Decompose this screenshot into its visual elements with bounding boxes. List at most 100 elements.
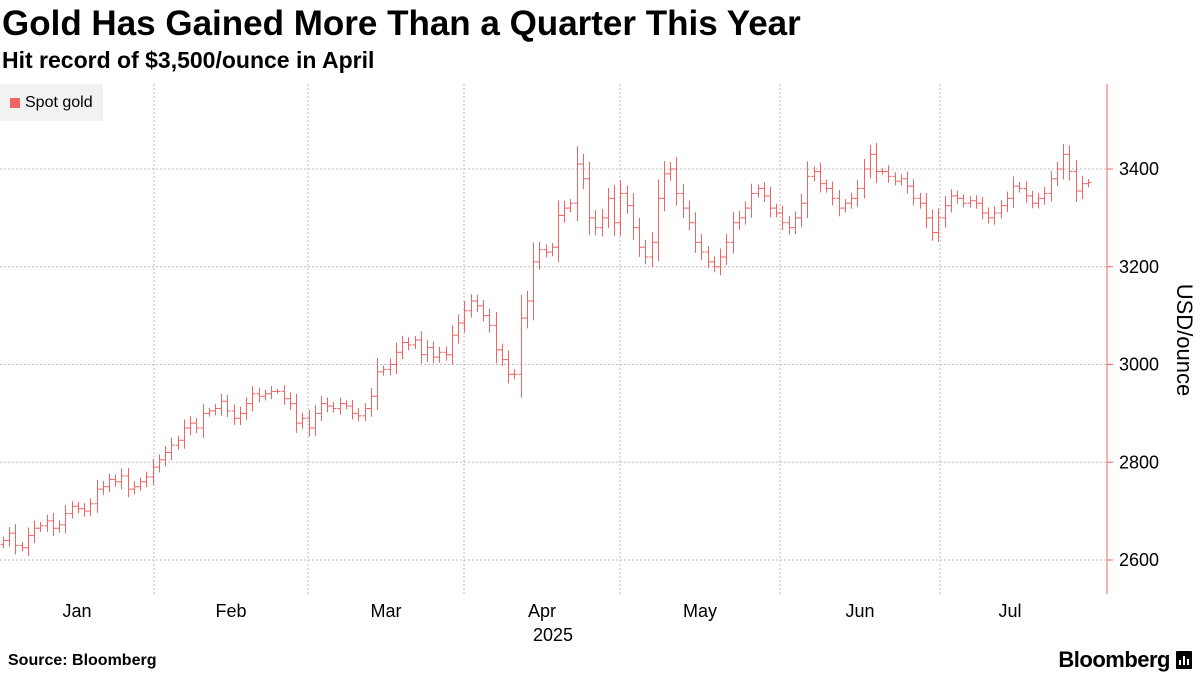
ohlc-bar bbox=[405, 337, 412, 351]
ohlc-bar bbox=[1016, 182, 1023, 193]
source-note: Source: Bloomberg bbox=[8, 652, 157, 669]
ohlc-bar bbox=[493, 311, 500, 364]
ohlc-bar bbox=[692, 212, 699, 253]
ohlc-bar bbox=[281, 385, 288, 405]
ohlc-bar bbox=[106, 473, 113, 493]
x-axis: Jan Feb Mar Apr May Jun Jul 2025 bbox=[62, 601, 1021, 645]
ohlc-bar bbox=[661, 160, 668, 212]
ohlc-bar bbox=[368, 388, 375, 417]
ohlc-bar bbox=[867, 144, 874, 179]
ohlc-bar bbox=[486, 308, 493, 333]
ohlc-bar bbox=[649, 232, 656, 268]
brand-logo: Bloomberg bbox=[1058, 647, 1192, 673]
ohlc-bar bbox=[468, 294, 475, 318]
ohlc-bar bbox=[923, 192, 930, 229]
ohlc-bar bbox=[100, 480, 107, 495]
ohlc-bar bbox=[6, 526, 13, 547]
legend-swatch bbox=[10, 97, 20, 108]
ohlc-bar bbox=[786, 216, 793, 235]
ohlc-bar bbox=[443, 346, 450, 361]
ohlc-bar bbox=[1073, 160, 1080, 203]
month-label: Jun bbox=[845, 601, 874, 621]
ohlc-bar bbox=[293, 393, 300, 433]
ohlc-bar bbox=[967, 196, 974, 208]
ohlc-bar bbox=[237, 406, 244, 426]
ohlc-bar bbox=[1085, 179, 1092, 188]
ohlc-bar bbox=[187, 416, 194, 436]
ohlc-bar bbox=[430, 341, 437, 364]
ohlc-bar bbox=[543, 244, 550, 258]
ohlc-bar bbox=[879, 168, 886, 175]
ohlc-bar bbox=[387, 358, 394, 376]
ohlc-bar bbox=[580, 153, 587, 190]
ohlc-bar bbox=[399, 335, 406, 360]
ohlc-bar bbox=[667, 161, 674, 181]
ohlc-bar bbox=[917, 192, 924, 209]
y-tick-label: 3400 bbox=[1119, 159, 1159, 179]
ohlc-bar bbox=[162, 446, 169, 467]
ohlc-bar bbox=[118, 468, 125, 490]
bloomberg-logo-icon bbox=[1176, 651, 1192, 669]
ohlc-bar bbox=[337, 397, 344, 415]
ohlc-bar bbox=[37, 521, 44, 533]
ohlc-bar bbox=[436, 346, 443, 363]
ohlc-bar bbox=[274, 389, 281, 394]
ohlc-bar bbox=[150, 458, 157, 486]
ohlc-bar bbox=[524, 290, 531, 329]
ohlc-bar bbox=[181, 419, 188, 449]
ohlc-bar bbox=[324, 397, 331, 413]
ohlc-bar bbox=[991, 206, 998, 225]
month-label: Jul bbox=[998, 601, 1021, 621]
ohlc-bar bbox=[873, 142, 880, 183]
ohlc-bar bbox=[355, 407, 362, 422]
ohlc-bar bbox=[636, 217, 643, 257]
ohlc-bar bbox=[742, 201, 749, 225]
ohlc-bar bbox=[755, 184, 762, 198]
ohlc-bar bbox=[711, 256, 718, 273]
ohlc-bar bbox=[586, 161, 593, 235]
ohlc-bar bbox=[817, 162, 824, 193]
ohlc-bar bbox=[393, 342, 400, 375]
ohlc-bar bbox=[455, 314, 462, 344]
ohlc-bar bbox=[256, 387, 263, 403]
ohlc-bar bbox=[773, 203, 780, 218]
ohlc-bar bbox=[75, 501, 82, 514]
ohlc-bar bbox=[499, 343, 506, 366]
ohlc-bar bbox=[12, 524, 19, 555]
ohlc-bar bbox=[306, 409, 313, 437]
ohlc-bar bbox=[137, 477, 144, 491]
ohlc-bar bbox=[599, 209, 606, 237]
ohlc-bar bbox=[1048, 170, 1055, 202]
ohlc-bar bbox=[374, 358, 381, 411]
ohlc-bar bbox=[904, 171, 911, 194]
ohlc-bar bbox=[655, 179, 662, 262]
ohlc-bar bbox=[898, 174, 905, 186]
ohlc-bar bbox=[823, 179, 830, 193]
ohlc-bar bbox=[748, 183, 755, 218]
ohlc-bar bbox=[1054, 161, 1061, 187]
ohlc-bar bbox=[231, 404, 238, 425]
ohlc-bar bbox=[31, 520, 38, 544]
ohlc-bar bbox=[218, 393, 225, 416]
ohlc-bar bbox=[574, 146, 581, 222]
month-label: Jan bbox=[62, 601, 91, 621]
ohlc-bar bbox=[212, 404, 219, 416]
ohlc-bar bbox=[530, 242, 537, 321]
y-axis: 2600 2800 3000 3200 3400 USD/ounce bbox=[1106, 84, 1197, 594]
ohlc-bar bbox=[848, 192, 855, 209]
ohlc-bar bbox=[567, 198, 574, 213]
ohlc-bar bbox=[761, 182, 768, 203]
month-label: May bbox=[683, 601, 717, 621]
ohlc-bar bbox=[829, 181, 836, 206]
ohlc-bar bbox=[1041, 186, 1048, 205]
ohlc-bar bbox=[81, 503, 88, 517]
ohlc-bar bbox=[686, 200, 693, 231]
ohlc-bar bbox=[87, 498, 94, 517]
ohlc-bar bbox=[892, 172, 899, 186]
ohlc-bar bbox=[224, 394, 231, 418]
ohlc-bar bbox=[62, 505, 69, 534]
ohlc-bar bbox=[299, 412, 306, 429]
ohlc-bar bbox=[998, 200, 1005, 219]
ohlc-bar bbox=[811, 166, 818, 182]
